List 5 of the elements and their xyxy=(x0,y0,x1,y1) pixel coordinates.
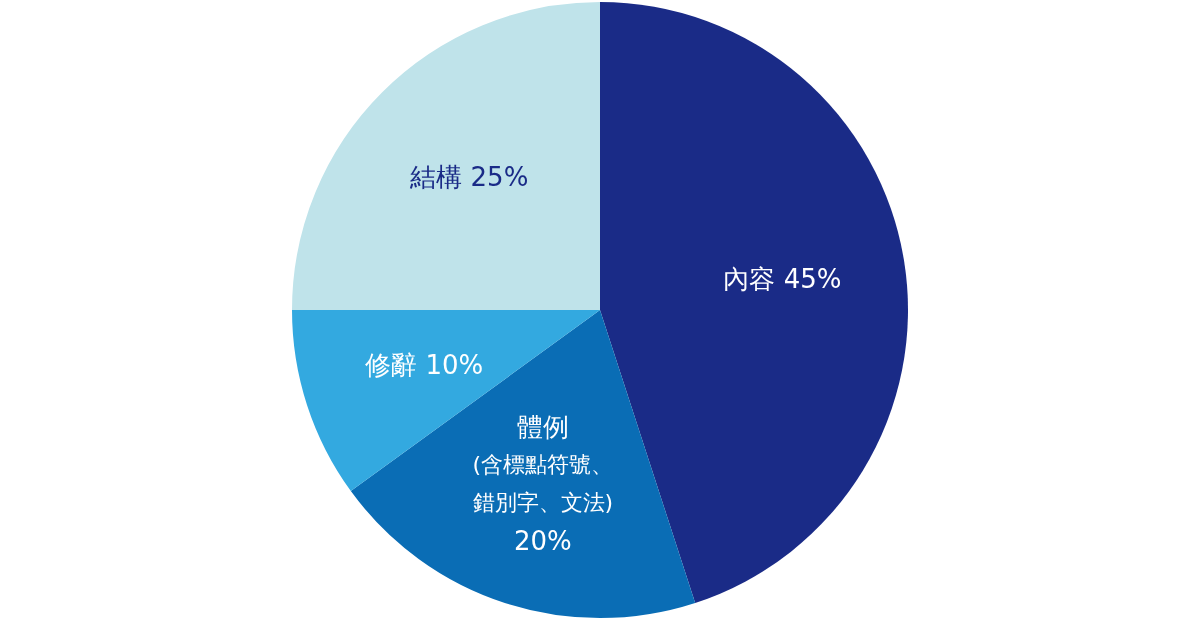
slice-label: 內容 45% xyxy=(723,263,842,294)
slice-label: 修辭 10% xyxy=(365,349,484,380)
data-label: 20% xyxy=(514,525,572,556)
slice-label: 結構 25% xyxy=(409,162,529,193)
slice-label: 體例(含標點符號、錯別字、文法) xyxy=(472,411,614,516)
